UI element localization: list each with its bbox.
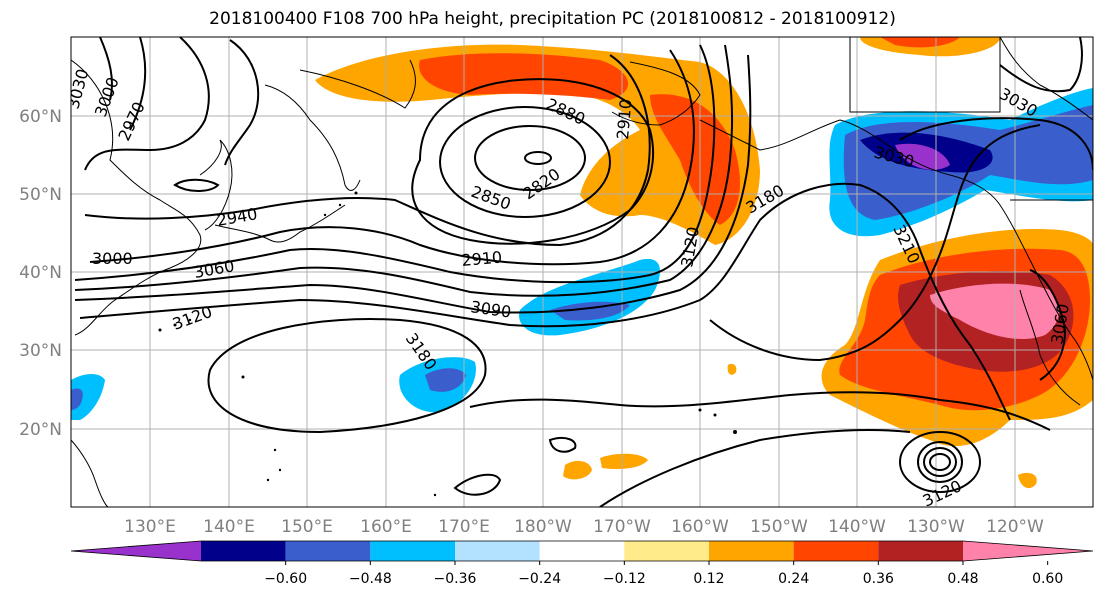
lon-label: 170°E xyxy=(438,517,490,537)
colorbar-tick-label: 0.36 xyxy=(863,571,894,587)
colorbar-outline xyxy=(70,540,1094,562)
colorbar-extend-low xyxy=(71,541,201,561)
colorbar-tick-label: −0.48 xyxy=(349,571,392,587)
longitude-labels: 130°E 140°E 150°E 160°E 170°E 180°W 170°… xyxy=(124,517,1044,537)
colorbar: −0.60 −0.48 −0.36 −0.24 −0.12 0.12 0.24 0.36 0.4… xyxy=(70,540,1094,587)
lon-label: 180°W xyxy=(514,517,572,537)
colorbar-swatch xyxy=(201,541,286,561)
colorbar-tick-label: −0.36 xyxy=(434,571,477,587)
colorbar-swatch xyxy=(793,541,879,561)
islands xyxy=(158,191,737,497)
lon-label: 140°W xyxy=(828,517,886,537)
lat-label: 40°N xyxy=(19,263,62,283)
colorbar-swatch xyxy=(709,541,794,561)
colorbar-swatch xyxy=(285,541,371,561)
coastlines xyxy=(71,37,1093,507)
lon-label: 130°W xyxy=(907,517,965,537)
lon-label: 120°W xyxy=(986,517,1044,537)
precip-shading xyxy=(71,37,1093,489)
colorbar-tick-label: −0.60 xyxy=(264,571,307,587)
lon-label: 140°E xyxy=(203,517,255,537)
lat-label: 30°N xyxy=(19,341,62,361)
lat-label: 60°N xyxy=(19,107,62,127)
latitude-labels: 60°N 50°N 40°N 30°N 20°N xyxy=(19,107,62,440)
contour-label: 3000 xyxy=(92,249,133,268)
colorbar-tick-label: 0.12 xyxy=(693,571,724,587)
lon-label: 150°E xyxy=(281,517,333,537)
colorbar-swatch xyxy=(878,541,963,561)
colorbar-tick-label: −0.24 xyxy=(518,571,561,587)
lon-label: 170°W xyxy=(593,517,651,537)
lon-label: 160°E xyxy=(360,517,412,537)
lat-label: 50°N xyxy=(19,185,62,205)
lon-label: 130°E xyxy=(124,517,176,537)
graticule xyxy=(71,37,1093,507)
colorbar-swatch xyxy=(370,541,455,561)
colorbar-swatch xyxy=(539,541,625,561)
lon-label: 150°W xyxy=(750,517,808,537)
contour-label: 2910 xyxy=(461,248,503,270)
colorbar-extend-high xyxy=(963,541,1093,561)
colorbar-tick-label: 0.48 xyxy=(947,571,978,587)
colorbar-swatch xyxy=(455,541,540,561)
colorbar-swatch xyxy=(624,541,709,561)
map-title: 2018100400 F108 700 hPa height, precipit… xyxy=(209,9,896,29)
height-contours xyxy=(74,37,1093,507)
contour-label: 2910 xyxy=(613,98,635,140)
colorbar-tick-label: −0.12 xyxy=(603,571,646,587)
map-border xyxy=(70,36,1094,508)
colorbar-tick-label: 0.24 xyxy=(778,571,809,587)
lat-label: 20°N xyxy=(19,420,62,440)
colorbar-tick-label: 0.60 xyxy=(1032,571,1063,587)
lon-label: 160°W xyxy=(671,517,729,537)
